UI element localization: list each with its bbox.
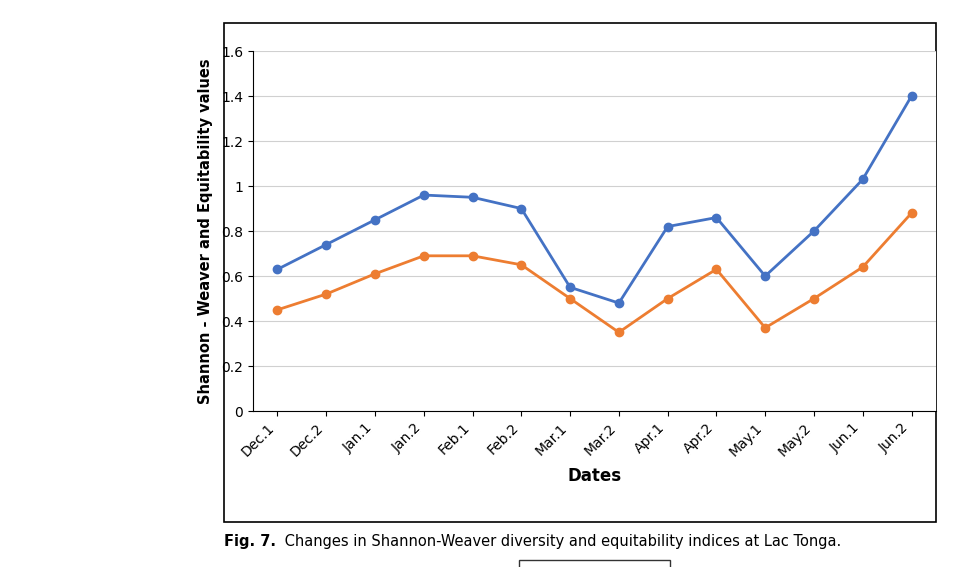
- E: [564, 295, 576, 302]
- E: [905, 210, 917, 217]
- H’: [418, 192, 430, 198]
- E: [613, 329, 625, 336]
- Text: Fig. 7.: Fig. 7.: [224, 534, 276, 549]
- E: [759, 324, 771, 331]
- H’: [272, 266, 284, 273]
- Text: Changes in Shannon-Weaver diversity and equitability indices at Lac Tonga.: Changes in Shannon-Weaver diversity and …: [280, 534, 841, 549]
- H’: [759, 273, 771, 280]
- H’: [711, 214, 722, 221]
- E: [662, 295, 673, 302]
- E: [272, 306, 284, 313]
- Line: H’: H’: [273, 92, 916, 307]
- H’: [370, 217, 381, 223]
- H’: [321, 241, 332, 248]
- Line: E: E: [273, 209, 916, 336]
- H’: [905, 92, 917, 99]
- E: [808, 295, 819, 302]
- E: [711, 266, 722, 273]
- E: [467, 252, 478, 259]
- Y-axis label: Shannon - Weaver and Equitability values: Shannon - Weaver and Equitability values: [198, 58, 213, 404]
- H’: [564, 284, 576, 291]
- H’: [662, 223, 673, 230]
- E: [857, 264, 868, 270]
- E: [321, 291, 332, 298]
- E: [370, 270, 381, 277]
- H’: [613, 299, 625, 306]
- E: [418, 252, 430, 259]
- H’: [857, 176, 868, 183]
- Legend: H’, E: H’, E: [519, 560, 670, 567]
- E: [516, 261, 527, 268]
- X-axis label: Dates: Dates: [567, 467, 622, 485]
- H’: [516, 205, 527, 212]
- H’: [808, 227, 819, 235]
- H’: [467, 194, 478, 201]
